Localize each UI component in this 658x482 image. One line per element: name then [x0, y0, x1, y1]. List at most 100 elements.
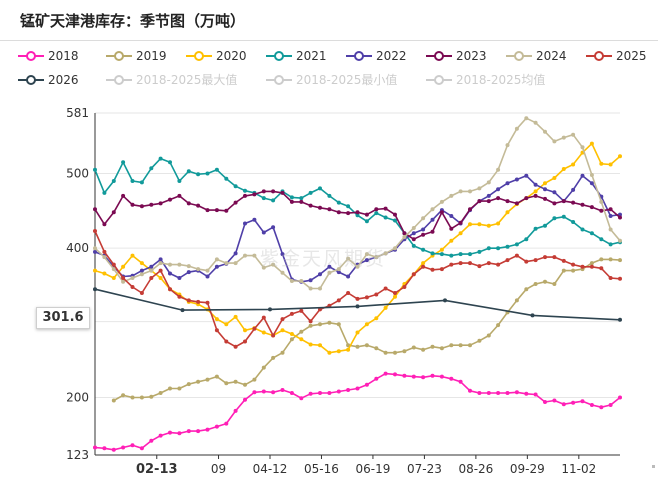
data-point-2025[interactable]: [589, 264, 594, 269]
data-point-2026[interactable]: [180, 308, 185, 313]
data-point-2020[interactable]: [552, 176, 557, 180]
data-point-2021[interactable]: [177, 179, 182, 183]
data-point-2025[interactable]: [477, 264, 482, 269]
legend-item-2018[interactable]: 2018: [18, 48, 79, 64]
data-point-2025[interactable]: [449, 262, 454, 267]
data-point-2019[interactable]: [158, 391, 163, 395]
data-point-2025[interactable]: [486, 261, 491, 266]
data-point-2024[interactable]: [308, 286, 313, 291]
data-point-2018[interactable]: [289, 391, 294, 395]
data-point-2018[interactable]: [468, 388, 472, 393]
data-point-2021[interactable]: [308, 190, 313, 195]
data-point-2021[interactable]: [111, 179, 116, 183]
data-point-2019[interactable]: [599, 257, 604, 262]
data-point-2025[interactable]: [252, 326, 257, 331]
data-point-2020[interactable]: [336, 349, 341, 354]
data-point-2019[interactable]: [224, 381, 229, 386]
data-point-2023[interactable]: [618, 215, 622, 220]
data-point-2021[interactable]: [449, 253, 454, 258]
data-point-2023[interactable]: [486, 199, 491, 204]
data-point-2018[interactable]: [608, 403, 613, 407]
data-point-2025[interactable]: [458, 261, 463, 266]
data-point-2022[interactable]: [177, 276, 182, 280]
data-point-2025[interactable]: [355, 296, 360, 301]
data-point-2023[interactable]: [289, 199, 294, 204]
data-point-2018[interactable]: [102, 446, 107, 451]
data-point-2024[interactable]: [439, 199, 444, 204]
data-point-2021[interactable]: [393, 218, 397, 223]
data-point-2024[interactable]: [130, 276, 135, 280]
data-point-2025[interactable]: [93, 229, 97, 233]
data-point-2025[interactable]: [111, 262, 116, 267]
data-point-2019[interactable]: [355, 344, 360, 349]
data-point-2019[interactable]: [524, 287, 529, 292]
data-point-2024[interactable]: [111, 267, 116, 272]
data-point-2019[interactable]: [289, 337, 294, 342]
data-point-2021[interactable]: [130, 179, 135, 183]
data-point-2023[interactable]: [543, 196, 547, 201]
data-point-2023[interactable]: [271, 189, 276, 194]
data-point-2018[interactable]: [196, 429, 201, 434]
data-point-2023[interactable]: [374, 207, 379, 212]
data-point-2019[interactable]: [318, 322, 322, 327]
data-point-2018[interactable]: [121, 445, 126, 450]
data-point-2020[interactable]: [561, 167, 566, 171]
data-point-2024[interactable]: [580, 145, 585, 150]
data-point-2020[interactable]: [449, 238, 454, 243]
data-point-2025[interactable]: [346, 291, 351, 295]
data-point-2023[interactable]: [93, 207, 97, 212]
data-point-2025[interactable]: [121, 276, 126, 280]
data-point-2018[interactable]: [224, 421, 229, 426]
data-point-2021[interactable]: [299, 196, 304, 201]
data-point-2024[interactable]: [496, 167, 501, 172]
data-point-2020[interactable]: [599, 161, 604, 166]
data-point-2020[interactable]: [327, 350, 332, 355]
data-point-2019[interactable]: [299, 329, 304, 334]
data-point-2019[interactable]: [561, 268, 566, 273]
data-point-2021[interactable]: [289, 195, 294, 200]
data-point-2024[interactable]: [402, 235, 407, 239]
data-point-2018[interactable]: [346, 388, 351, 392]
data-point-2025[interactable]: [421, 264, 426, 269]
data-point-2026[interactable]: [530, 313, 535, 318]
data-point-2023[interactable]: [533, 193, 538, 198]
data-point-2022[interactable]: [571, 187, 576, 192]
data-point-2023[interactable]: [205, 208, 210, 213]
data-point-2025[interactable]: [383, 286, 388, 291]
data-point-2019[interactable]: [280, 350, 285, 355]
series-2021[interactable]: [93, 156, 622, 258]
data-point-2018[interactable]: [514, 390, 519, 395]
series-2023[interactable]: [93, 189, 622, 242]
data-point-2026[interactable]: [268, 307, 272, 312]
data-point-2020[interactable]: [289, 332, 294, 336]
data-point-2019[interactable]: [168, 386, 172, 391]
data-point-2025[interactable]: [233, 344, 238, 349]
legend-item-2025[interactable]: 2025: [586, 48, 647, 64]
data-point-2024[interactable]: [355, 264, 360, 269]
data-point-2018[interactable]: [411, 374, 416, 379]
data-point-2023[interactable]: [364, 212, 369, 217]
data-point-2022[interactable]: [505, 181, 510, 186]
series-2024[interactable]: [93, 116, 622, 291]
series-2026[interactable]: [93, 287, 622, 322]
data-point-2019[interactable]: [233, 379, 238, 384]
data-point-2020[interactable]: [571, 162, 576, 167]
data-point-2021[interactable]: [383, 215, 388, 220]
data-point-2023[interactable]: [243, 193, 247, 198]
data-point-2018[interactable]: [477, 391, 482, 395]
legend-item-2021[interactable]: 2021: [266, 48, 327, 64]
data-point-2023[interactable]: [280, 190, 285, 195]
data-point-2019[interactable]: [252, 377, 257, 382]
data-point-2022[interactable]: [149, 264, 154, 269]
series-2018[interactable]: [93, 371, 622, 452]
data-point-2021[interactable]: [205, 171, 210, 176]
data-point-2024[interactable]: [514, 126, 519, 131]
data-point-2023[interactable]: [252, 192, 257, 197]
data-point-2019[interactable]: [177, 386, 182, 391]
data-point-2023[interactable]: [299, 199, 304, 204]
data-point-2022[interactable]: [364, 258, 369, 263]
data-point-2025[interactable]: [505, 258, 510, 263]
data-point-2018[interactable]: [336, 389, 341, 394]
data-point-2021[interactable]: [355, 213, 360, 218]
data-point-2020[interactable]: [439, 247, 444, 252]
